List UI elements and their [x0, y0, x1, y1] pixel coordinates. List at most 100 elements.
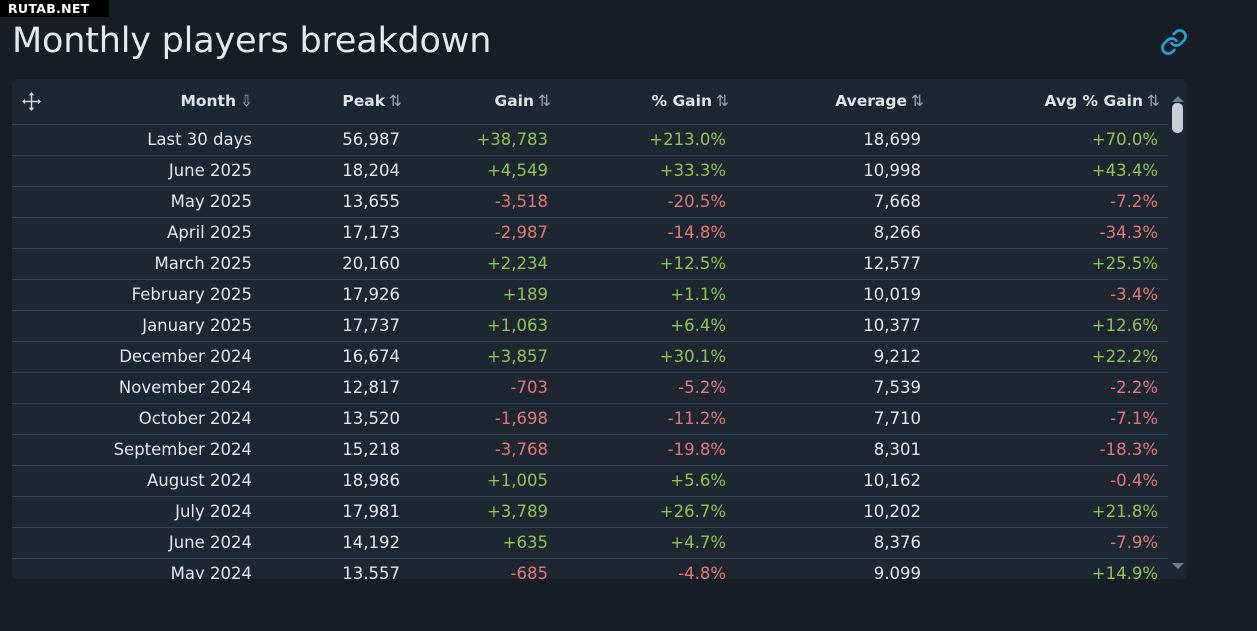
cell-month: Last 30 days	[147, 130, 252, 149]
table-row: November 2024 12,817 -703 -5.2% 7,539 -2.2%	[12, 373, 1168, 404]
table-body: Last 30 days 56,987 +38,783 +213.0% 18,699 +7…	[12, 125, 1168, 579]
column-header-label: % Gain	[651, 92, 712, 110]
column-header-month[interactable]: Month ⇩	[180, 79, 253, 124]
cell-avg-percent-gain: +22.2%	[1091, 347, 1158, 366]
cell-gain: +4,549	[486, 161, 548, 180]
cell-gain: +3,857	[486, 347, 548, 366]
cell-peak: 17,173	[342, 223, 400, 242]
cell-avg-percent-gain: -3.4%	[1110, 285, 1158, 304]
table-header: Month ⇩ Peak ⇅ Gain ⇅ % Gain ⇅ Average ⇅ Avg …	[12, 79, 1168, 125]
table-row: Last 30 days 56,987 +38,783 +213.0% 18,699 +7…	[12, 125, 1168, 156]
column-header-average[interactable]: Average ⇅	[835, 79, 924, 124]
cell-percent-gain: +1.1%	[670, 285, 726, 304]
cell-peak: 56,987	[342, 130, 400, 149]
cell-avg-percent-gain: +70.0%	[1091, 130, 1158, 149]
table-row: September 2024 15,218 -3,768 -19.8% 8,301 -18…	[12, 435, 1168, 466]
cell-average: 10,202	[863, 502, 921, 521]
table-row: April 2025 17,173 -2,987 -14.8% 8,266 -34.3%	[12, 218, 1168, 249]
cell-percent-gain: -14.8%	[667, 223, 726, 242]
cell-avg-percent-gain: +21.8%	[1091, 502, 1158, 521]
scroll-down-arrow-icon[interactable]	[1172, 563, 1184, 569]
cell-month: September 2024	[113, 440, 252, 459]
cell-average: 9,212	[873, 347, 921, 366]
cell-percent-gain: -11.2%	[667, 409, 726, 428]
column-header-peak[interactable]: Peak ⇅	[342, 79, 402, 124]
cell-avg-percent-gain: +14.9%	[1091, 564, 1158, 579]
sort-updown-icon: ⇅	[1147, 92, 1160, 110]
cell-percent-gain: +33.3%	[659, 161, 726, 180]
cell-average: 10,377	[863, 316, 921, 335]
drag-move-icon[interactable]	[22, 92, 41, 111]
table-row: August 2024 18,986 +1,005 +5.6% 10,162 -0.4%	[12, 466, 1168, 497]
cell-avg-percent-gain: -0.4%	[1110, 471, 1158, 490]
column-header-label: Average	[835, 92, 907, 110]
column-header-label: Avg % Gain	[1044, 92, 1144, 110]
sort-updown-icon: ⇅	[911, 92, 924, 110]
cell-average: 7,710	[873, 409, 921, 428]
cell-avg-percent-gain: +12.6%	[1091, 316, 1158, 335]
table-row: May 2024 13,557 -685 -4.8% 9,099 +14.9%	[12, 559, 1168, 579]
table-row: June 2025 18,204 +4,549 +33.3% 10,998 +43.4%	[12, 156, 1168, 187]
cell-peak: 12,817	[342, 378, 400, 397]
cell-percent-gain: +26.7%	[659, 502, 726, 521]
cell-peak: 13,557	[342, 564, 400, 579]
cell-month: December 2024	[119, 347, 252, 366]
cell-average: 8,301	[873, 440, 921, 459]
sort-updown-icon: ⇅	[716, 92, 729, 110]
cell-gain: +189	[502, 285, 548, 304]
scrollbar-thumb[interactable]	[1172, 103, 1183, 133]
cell-average: 7,539	[873, 378, 921, 397]
cell-gain: -2,987	[494, 223, 548, 242]
cell-avg-percent-gain: -7.1%	[1110, 409, 1158, 428]
column-header-avg-percent-gain[interactable]: Avg % Gain ⇅	[1045, 79, 1161, 124]
cell-percent-gain: -19.8%	[667, 440, 726, 459]
scrollbar[interactable]	[1168, 96, 1187, 579]
cell-month: February 2025	[131, 285, 252, 304]
table-row: March 2025 20,160 +2,234 +12.5% 12,577 +25.5%	[12, 249, 1168, 280]
cell-percent-gain: +5.6%	[670, 471, 726, 490]
cell-gain: -1,698	[494, 409, 548, 428]
cell-gain: +3,789	[486, 502, 548, 521]
cell-gain: -3,518	[494, 192, 548, 211]
cell-percent-gain: +12.5%	[659, 254, 726, 273]
scroll-up-arrow-icon[interactable]	[1172, 96, 1184, 102]
cell-avg-percent-gain: +25.5%	[1091, 254, 1158, 273]
cell-peak: 15,218	[342, 440, 400, 459]
cell-percent-gain: +4.7%	[670, 533, 726, 552]
cell-month: July 2024	[175, 502, 252, 521]
page-title: Monthly players breakdown	[12, 21, 492, 61]
cell-avg-percent-gain: -7.9%	[1110, 533, 1158, 552]
table-row: January 2025 17,737 +1,063 +6.4% 10,377 +12.6…	[12, 311, 1168, 342]
table-row: May 2025 13,655 -3,518 -20.5% 7,668 -7.2%	[12, 187, 1168, 218]
cell-peak: 13,520	[342, 409, 400, 428]
watermark: RUTAB.NET	[0, 0, 109, 17]
column-header-label: Month	[180, 92, 236, 110]
cell-avg-percent-gain: -34.3%	[1099, 223, 1158, 242]
column-header-gain[interactable]: Gain ⇅	[494, 79, 551, 124]
cell-month: June 2024	[168, 533, 252, 552]
cell-avg-percent-gain: -2.2%	[1110, 378, 1158, 397]
column-header-percent-gain[interactable]: % Gain ⇅	[652, 79, 729, 124]
cell-month: November 2024	[118, 378, 252, 397]
cell-avg-percent-gain: +43.4%	[1091, 161, 1158, 180]
cell-gain: +1,005	[486, 471, 548, 490]
sort-updown-icon: ⇅	[538, 92, 551, 110]
cell-average: 7,668	[873, 192, 921, 211]
cell-gain: +2,234	[486, 254, 548, 273]
cell-month: January 2025	[142, 316, 252, 335]
cell-peak: 18,204	[342, 161, 400, 180]
cell-average: 10,998	[863, 161, 921, 180]
table-row: June 2024 14,192 +635 +4.7% 8,376 -7.9%	[12, 528, 1168, 559]
cell-percent-gain: +6.4%	[670, 316, 726, 335]
cell-gain: +1,063	[486, 316, 548, 335]
cell-month: May 2024	[170, 564, 252, 579]
cell-peak: 20,160	[342, 254, 400, 273]
cell-avg-percent-gain: -18.3%	[1099, 440, 1158, 459]
table-row: December 2024 16,674 +3,857 +30.1% 9,212 +22.…	[12, 342, 1168, 373]
cell-avg-percent-gain: -7.2%	[1110, 192, 1158, 211]
cell-month: August 2024	[147, 471, 252, 490]
link-icon[interactable]	[1160, 28, 1188, 56]
cell-gain: -685	[510, 564, 548, 579]
cell-peak: 18,986	[342, 471, 400, 490]
cell-gain: +635	[502, 533, 548, 552]
